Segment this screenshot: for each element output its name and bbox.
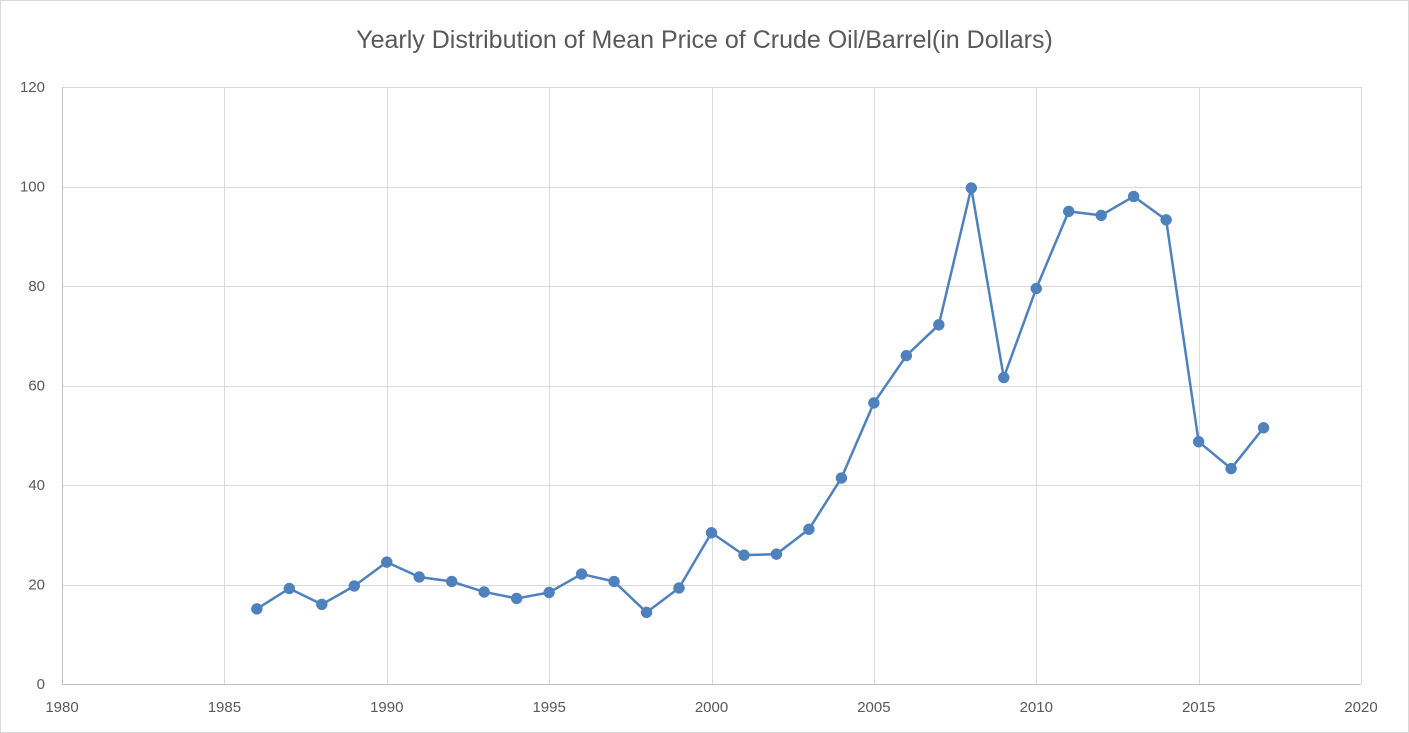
x-tick-label: 1995 <box>532 699 565 716</box>
data-point <box>381 556 393 568</box>
data-point <box>1095 209 1107 222</box>
x-tick-label: 2005 <box>857 699 890 716</box>
y-tick-label: 40 <box>28 477 45 494</box>
data-point <box>1160 214 1172 226</box>
y-tick-label: 120 <box>20 79 45 96</box>
data-point <box>445 575 458 588</box>
x-tick-label: 2000 <box>695 699 728 716</box>
x-tick-label: 2015 <box>1182 699 1215 716</box>
data-point <box>1062 205 1075 218</box>
data-point <box>510 592 523 605</box>
series-group <box>251 182 1270 619</box>
data-point <box>1225 462 1237 475</box>
data-point <box>283 582 296 595</box>
data-point <box>803 523 815 536</box>
y-tick-label: 60 <box>28 378 45 395</box>
data-point <box>1257 422 1270 434</box>
y-tick-label: 20 <box>28 577 45 594</box>
y-tick-label: 80 <box>28 278 45 295</box>
series-line <box>256 186 1265 614</box>
data-point <box>640 606 653 619</box>
data-point <box>673 582 685 594</box>
x-tick-label: 1980 <box>45 699 78 716</box>
data-point <box>705 527 718 539</box>
data-point <box>478 586 490 598</box>
data-point <box>1127 190 1140 203</box>
data-point <box>413 571 425 583</box>
data-point <box>575 568 588 580</box>
data-point <box>1192 435 1205 448</box>
gridlines <box>62 87 1362 684</box>
y-tick-label: 0 <box>37 676 45 693</box>
y-tick-labels: 0 20 40 60 80 100 120 <box>20 79 45 693</box>
data-point <box>965 182 978 194</box>
data-point <box>998 371 1010 384</box>
data-point <box>608 575 620 588</box>
x-tick-label: 2020 <box>1344 699 1377 716</box>
x-tick-labels: 1980 1985 1990 1995 2000 2005 2010 2015 2020 <box>45 699 1377 716</box>
x-tick-label: 1985 <box>208 699 241 716</box>
data-point <box>900 349 913 362</box>
y-tick-label: 100 <box>20 179 45 196</box>
axes <box>62 87 1361 685</box>
data-point <box>1030 282 1042 295</box>
data-point <box>933 319 945 331</box>
data-point <box>868 397 880 409</box>
data-point <box>251 603 263 615</box>
x-tick-label: 1990 <box>370 699 403 716</box>
chart-title: Yearly Distribution of Mean Price of Cru… <box>356 26 1053 54</box>
data-point <box>348 580 361 592</box>
x-tick-label: 2010 <box>1020 699 1053 716</box>
data-point <box>316 598 328 611</box>
data-point <box>835 472 848 484</box>
data-point <box>543 586 555 599</box>
data-point <box>738 549 750 561</box>
data-point <box>770 548 783 560</box>
